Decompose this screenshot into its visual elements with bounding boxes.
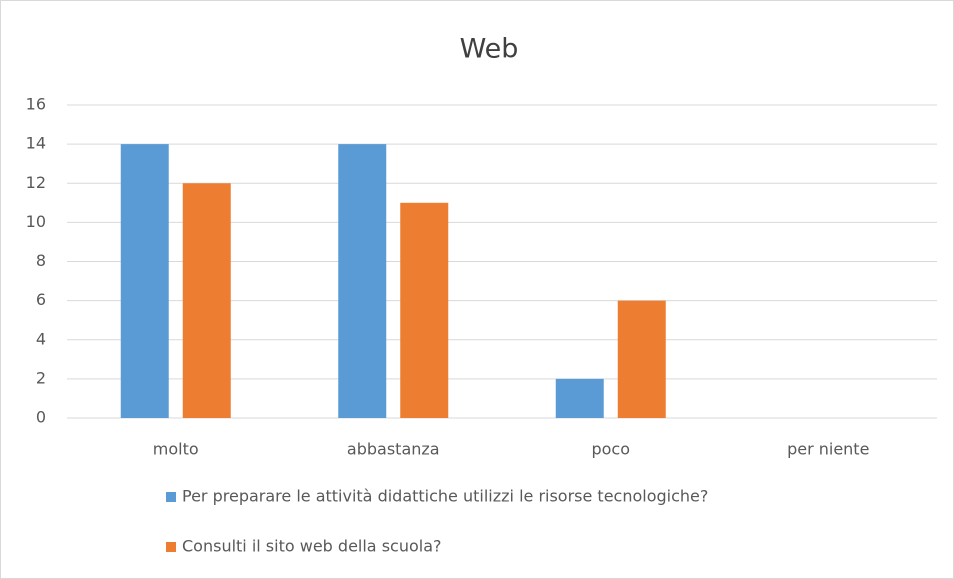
y-tick-label: 2 — [36, 368, 46, 387]
y-tick-label: 12 — [26, 173, 46, 192]
legend-label: Per preparare le attività didattiche uti… — [182, 487, 708, 506]
y-tick-label: 10 — [26, 212, 46, 231]
y-tick-label: 16 — [26, 95, 46, 114]
x-tick-label: abbastanza — [347, 440, 440, 459]
legend-label: Consulti il sito web della scuola? — [182, 537, 442, 556]
y-tick-label: 6 — [36, 290, 46, 309]
x-tick-label: molto — [153, 440, 199, 459]
y-tick-label: 14 — [26, 134, 46, 153]
y-tick-label: 0 — [36, 408, 46, 427]
legend-swatch — [166, 492, 176, 502]
bar — [338, 144, 387, 418]
bar — [182, 183, 231, 418]
legend-swatch — [166, 542, 176, 552]
bar — [120, 144, 169, 418]
chart-title: Web — [460, 34, 519, 65]
y-tick-label: 4 — [36, 329, 46, 348]
bar — [617, 300, 666, 418]
x-tick-label: poco — [591, 440, 630, 459]
bar — [400, 202, 449, 418]
y-tick-label: 8 — [36, 251, 46, 270]
x-tick-label: per niente — [787, 440, 869, 459]
bar — [555, 378, 604, 418]
